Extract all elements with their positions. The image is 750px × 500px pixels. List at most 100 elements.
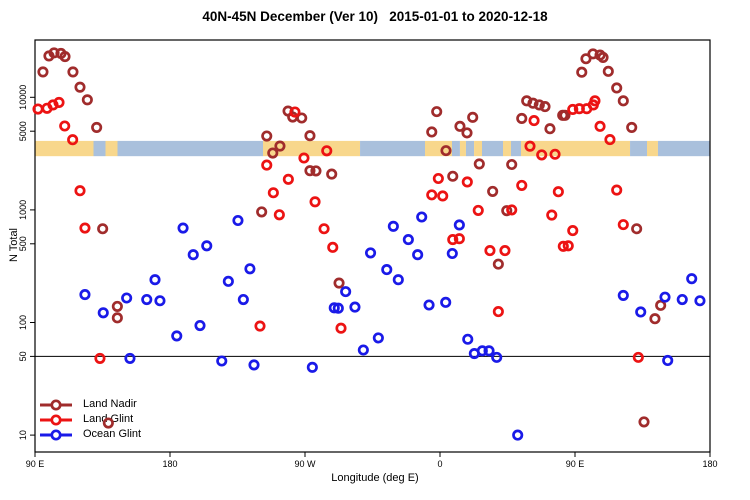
- data-point-ocean-glint: [381, 264, 393, 276]
- data-point-ocean-glint: [332, 302, 344, 314]
- map-strip-segment-land: [263, 140, 361, 157]
- data-point-land-glint: [516, 179, 528, 191]
- y-axis-tick-label: 10000: [18, 85, 28, 110]
- data-point-land-nadir: [655, 299, 667, 311]
- y-axis-tick-label: 10: [18, 430, 28, 440]
- data-point-land-nadir: [626, 121, 638, 133]
- data-point-land-glint: [327, 241, 339, 253]
- data-point-land-glint: [53, 96, 65, 109]
- data-point-land-glint: [254, 320, 266, 332]
- data-point-ocean-glint: [349, 301, 361, 313]
- data-point-land-nadir: [649, 313, 661, 325]
- data-point-land-glint: [335, 322, 347, 334]
- map-strip-segment-ocean: [360, 140, 425, 157]
- map-strip-segment-ocean: [465, 140, 475, 157]
- y-axis-tick-label: 100: [18, 315, 28, 330]
- data-point-land-glint: [261, 159, 273, 171]
- map-strip-segment-land: [474, 140, 482, 157]
- y-axis-tick-label: 500: [18, 236, 28, 251]
- legend-label: Ocean Glint: [83, 428, 142, 440]
- data-point-land-glint: [524, 140, 536, 152]
- map-strip-segment-land: [105, 140, 118, 157]
- x-axis-tick-label: 180: [162, 459, 177, 469]
- data-point-ocean-glint: [392, 274, 404, 286]
- data-point-ocean-glint: [79, 289, 91, 301]
- legend-point: [50, 428, 62, 441]
- y-axis-tick-label: 5000: [18, 121, 28, 141]
- data-point-land-nadir: [611, 82, 623, 94]
- data-point-land-glint: [617, 219, 629, 231]
- data-point-ocean-glint: [216, 355, 228, 367]
- data-point-land-nadir: [261, 130, 273, 142]
- legend-point: [50, 398, 62, 411]
- data-point-ocean-glint: [659, 291, 671, 303]
- data-point-land-nadir: [580, 53, 592, 65]
- data-point-land-glint: [506, 204, 518, 216]
- data-point-ocean-glint: [177, 222, 189, 234]
- data-point-ocean-glint: [387, 220, 399, 232]
- data-point-land-nadir: [326, 168, 338, 180]
- data-point-ocean-glint: [121, 292, 133, 304]
- data-point-land-nadir: [81, 94, 93, 106]
- map-strip-segment-land: [503, 140, 511, 157]
- data-point-land-nadir: [440, 145, 452, 157]
- data-point-ocean-glint: [491, 351, 503, 363]
- map-strip-segment-land: [459, 140, 466, 157]
- data-point-ocean-glint: [141, 293, 153, 306]
- data-point-land-nadir: [37, 66, 49, 78]
- data-point-land-nadir: [274, 140, 286, 152]
- data-point-land-nadir: [67, 66, 79, 78]
- data-point-land-glint: [426, 189, 438, 201]
- legend-point: [50, 413, 62, 426]
- data-point-land-nadir: [74, 81, 86, 93]
- data-point-ocean-glint: [357, 344, 369, 356]
- data-point-land-nadir: [461, 127, 473, 139]
- data-point-land-glint: [611, 184, 623, 196]
- data-point-land-nadir: [256, 206, 268, 218]
- data-point-land-nadir: [111, 312, 123, 324]
- data-point-ocean-glint: [194, 319, 206, 332]
- map-strip-segment-land: [647, 140, 658, 157]
- land-glint-marker-icon: [40, 413, 72, 426]
- data-point-land-nadir: [492, 258, 504, 270]
- data-point-land-glint: [546, 209, 558, 221]
- ocean-glint-marker-icon: [40, 428, 72, 441]
- land-nadir-marker-icon: [40, 398, 72, 411]
- data-point-ocean-glint: [237, 293, 249, 306]
- data-point-land-glint: [94, 352, 106, 364]
- x-axis-tick-label: 180: [702, 459, 717, 469]
- data-point-ocean-glint: [402, 234, 414, 246]
- data-point-land-glint: [59, 120, 71, 132]
- data-point-land-glint: [273, 209, 285, 221]
- data-point-ocean-glint: [364, 247, 377, 259]
- data-point-ocean-glint: [694, 295, 706, 307]
- data-point-ocean-glint: [617, 289, 629, 301]
- data-point-land-nadir: [267, 147, 279, 159]
- data-point-land-glint: [321, 145, 333, 157]
- data-point-land-glint: [567, 225, 579, 237]
- data-point-land-glint: [604, 134, 616, 146]
- data-point-ocean-glint: [416, 211, 428, 223]
- data-point-land-nadir: [97, 223, 109, 235]
- data-point-land-nadir: [631, 223, 643, 235]
- data-point-land-glint: [282, 173, 294, 185]
- data-point-land-nadir: [59, 51, 71, 63]
- map-strip-segment-ocean: [93, 140, 106, 157]
- data-point-land-glint: [437, 190, 449, 202]
- legend-label: Land Nadir: [83, 398, 137, 410]
- data-point-ocean-glint: [662, 354, 674, 367]
- data-point-land-nadir: [527, 97, 539, 109]
- legend-row-land-nadir: Land Nadir: [38, 397, 141, 412]
- data-point-land-glint: [309, 196, 321, 208]
- map-strip-segment-ocean: [117, 140, 263, 157]
- data-point-land-nadir: [487, 185, 499, 197]
- data-point-land-nadir: [597, 51, 609, 63]
- data-point-land-glint: [32, 103, 44, 115]
- data-point-ocean-glint: [476, 345, 488, 357]
- data-point-land-glint: [74, 185, 86, 197]
- map-strip-segment-ocean: [452, 140, 460, 157]
- data-point-land-nadir: [111, 300, 123, 312]
- x-axis-tick-label: 90 E: [26, 459, 45, 469]
- map-strip-segment-ocean: [482, 140, 503, 157]
- map-strip-segment-ocean: [657, 140, 710, 157]
